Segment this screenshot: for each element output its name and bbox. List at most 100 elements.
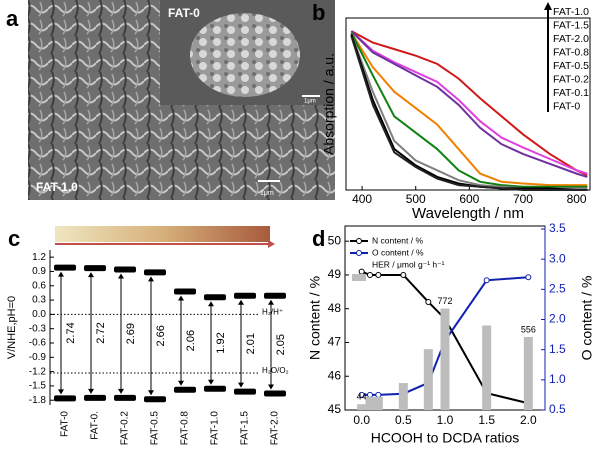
gap-label: 2.05 [275,334,287,355]
gap-label: 1.92 [215,332,227,353]
y-tick-label: 46 [328,368,342,382]
scale-label: 1μm [260,190,274,197]
strip-arrowhead [268,240,275,248]
bar [523,336,533,410]
color-strip [55,226,270,242]
x-tick-label: 0.0 [353,413,370,427]
legend-label: HER / μmol g⁻¹ h⁻¹ [372,259,445,269]
series-line [350,30,588,175]
x-tick-label: FAT-0.2 [120,411,131,446]
x-tick-label: FAT-0.8 [180,411,191,446]
panel-label: c [8,226,20,251]
legend-label: FAT-0.1 [553,87,589,99]
legend-label: FAT-0.5 [553,60,589,72]
valence-bar [54,264,76,271]
y2-tick-label: 1.5 [549,342,566,356]
series-line [350,32,588,187]
series-marker [367,391,373,398]
x-axis-label: Wavelength / nm [412,205,524,222]
y2-axis-label: O content / % [579,276,595,361]
valence-bar [264,292,286,299]
legend-swatch [352,274,366,281]
legend-label: FAT-0.8 [553,46,589,58]
conduction-bar [144,396,166,403]
image-label: FAT-1.0 [36,180,78,194]
bar [365,396,375,410]
conduction-bar [264,390,286,397]
y-tick-label: 0.3 [32,295,46,306]
plot-frame [345,17,591,191]
y-tick-label: -1.2 [29,366,47,377]
legend-label: FAT-1.0 [553,6,589,18]
x-tick-label: 500 [406,192,426,206]
x-tick-label: 1.0 [437,413,454,427]
valence-bar [204,294,226,301]
bar [373,396,383,410]
gap-label: 2.74 [65,322,77,343]
x-tick-label: 400 [352,192,372,206]
legend-label: FAT-2.0 [553,33,589,45]
y-tick-label: 0.6 [32,280,46,291]
y-axis-label: N content / % [307,276,323,360]
image-label: FAT-0 [168,6,200,20]
y-tick-label: 0.0 [32,309,46,320]
legend-label: N content / % [372,235,423,245]
bar [440,308,450,410]
series-marker [367,271,373,278]
series-marker [358,268,365,275]
valence-bar [84,265,106,272]
y2-tick-label: 2.0 [549,312,566,326]
valence-bar [114,266,136,273]
y-tick-label: 47 [328,335,342,349]
gap-label: 2.66 [155,325,167,346]
gap-label: 2.01 [245,333,257,354]
x-tick-label: 700 [513,192,533,206]
scale-bar [302,95,320,97]
scale-label: 1μm [304,99,316,105]
reference-label: H₂O/O₂ [262,366,289,375]
y-axis-label: Absorption / a.u. [321,53,337,155]
series-marker [425,298,432,305]
series-line [350,32,588,188]
bar [423,349,433,410]
y-tick-label: -0.9 [29,352,47,363]
x-tick-label: 1.5 [478,413,495,427]
legend-label: FAT-0.2 [553,73,589,85]
y-tick-label: -0.6 [29,338,47,349]
x-tick-label: FAT-0. [90,411,101,440]
y2-tick-label: 0.5 [549,402,566,416]
gap-label: 2.69 [125,323,137,344]
conduction-bar [174,386,196,393]
series-marker [483,277,490,284]
legend-label: FAT-1.5 [553,19,589,31]
y2-tick-label: 3.0 [549,251,566,265]
series-marker [375,271,382,278]
y-tick-label: 0.9 [32,266,46,277]
y2-tick-label: 3.5 [549,221,566,235]
gap-label: 2.72 [95,322,107,343]
bar-label: 556 [521,324,536,334]
legend-label: FAT-0 [553,100,580,112]
x-tick-label: FAT-1.0 [210,411,221,446]
x-tick-label: FAT-0 [60,411,71,437]
conduction-bar [204,385,226,392]
series-marker [400,271,407,278]
x-tick-label: FAT-0.5 [150,411,161,446]
bar-label: 772 [437,296,452,306]
series-marker [375,391,382,398]
y-tick-label: 45 [328,402,342,416]
x-tick-label: 800 [567,192,587,206]
y-tick-label: 1.2 [32,252,46,263]
conduction-bar [114,394,136,401]
sem-inset-particle [190,13,300,97]
legend-marker [356,250,362,256]
series-line [350,30,588,178]
y-tick-label: -1.5 [29,381,47,392]
bar [398,383,408,410]
series-marker [358,391,365,398]
y-tick-label: 49 [328,267,342,281]
conduction-bar [54,395,76,402]
legend-marker [356,238,362,244]
y2-tick-label: 1.0 [549,372,566,386]
